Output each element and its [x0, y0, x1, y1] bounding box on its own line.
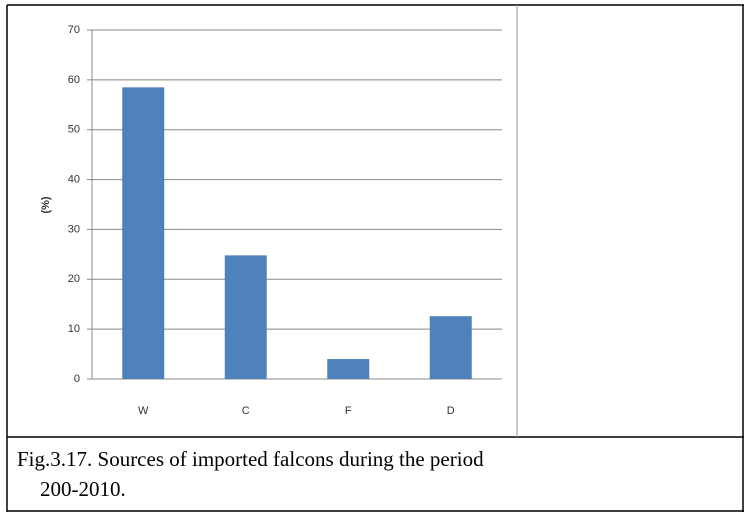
x-tick-label: C [242, 405, 250, 417]
bar [224, 255, 267, 379]
y-tick-label: 0 [74, 373, 80, 385]
x-tick-label: W [138, 405, 149, 417]
y-tick-label: 40 [68, 173, 80, 185]
frame [6, 4, 744, 512]
x-tick-label: D [447, 405, 455, 417]
bar [122, 87, 165, 379]
y-tick-label: 70 [68, 24, 80, 36]
caption-line: 200-2010. [40, 477, 126, 501]
bar [429, 316, 472, 379]
y-tick-label: 30 [68, 223, 80, 235]
y-tick-label: 60 [68, 74, 80, 86]
y-tick-label: 20 [68, 273, 80, 285]
caption-line: Fig.3.17. Sources of imported falcons du… [17, 447, 484, 471]
y-tick-label: 50 [68, 124, 80, 136]
x-tick-label: F [345, 405, 352, 417]
y-axis-label: (%) [40, 196, 52, 213]
y-tick-label: 10 [68, 323, 80, 335]
bar [327, 359, 370, 379]
